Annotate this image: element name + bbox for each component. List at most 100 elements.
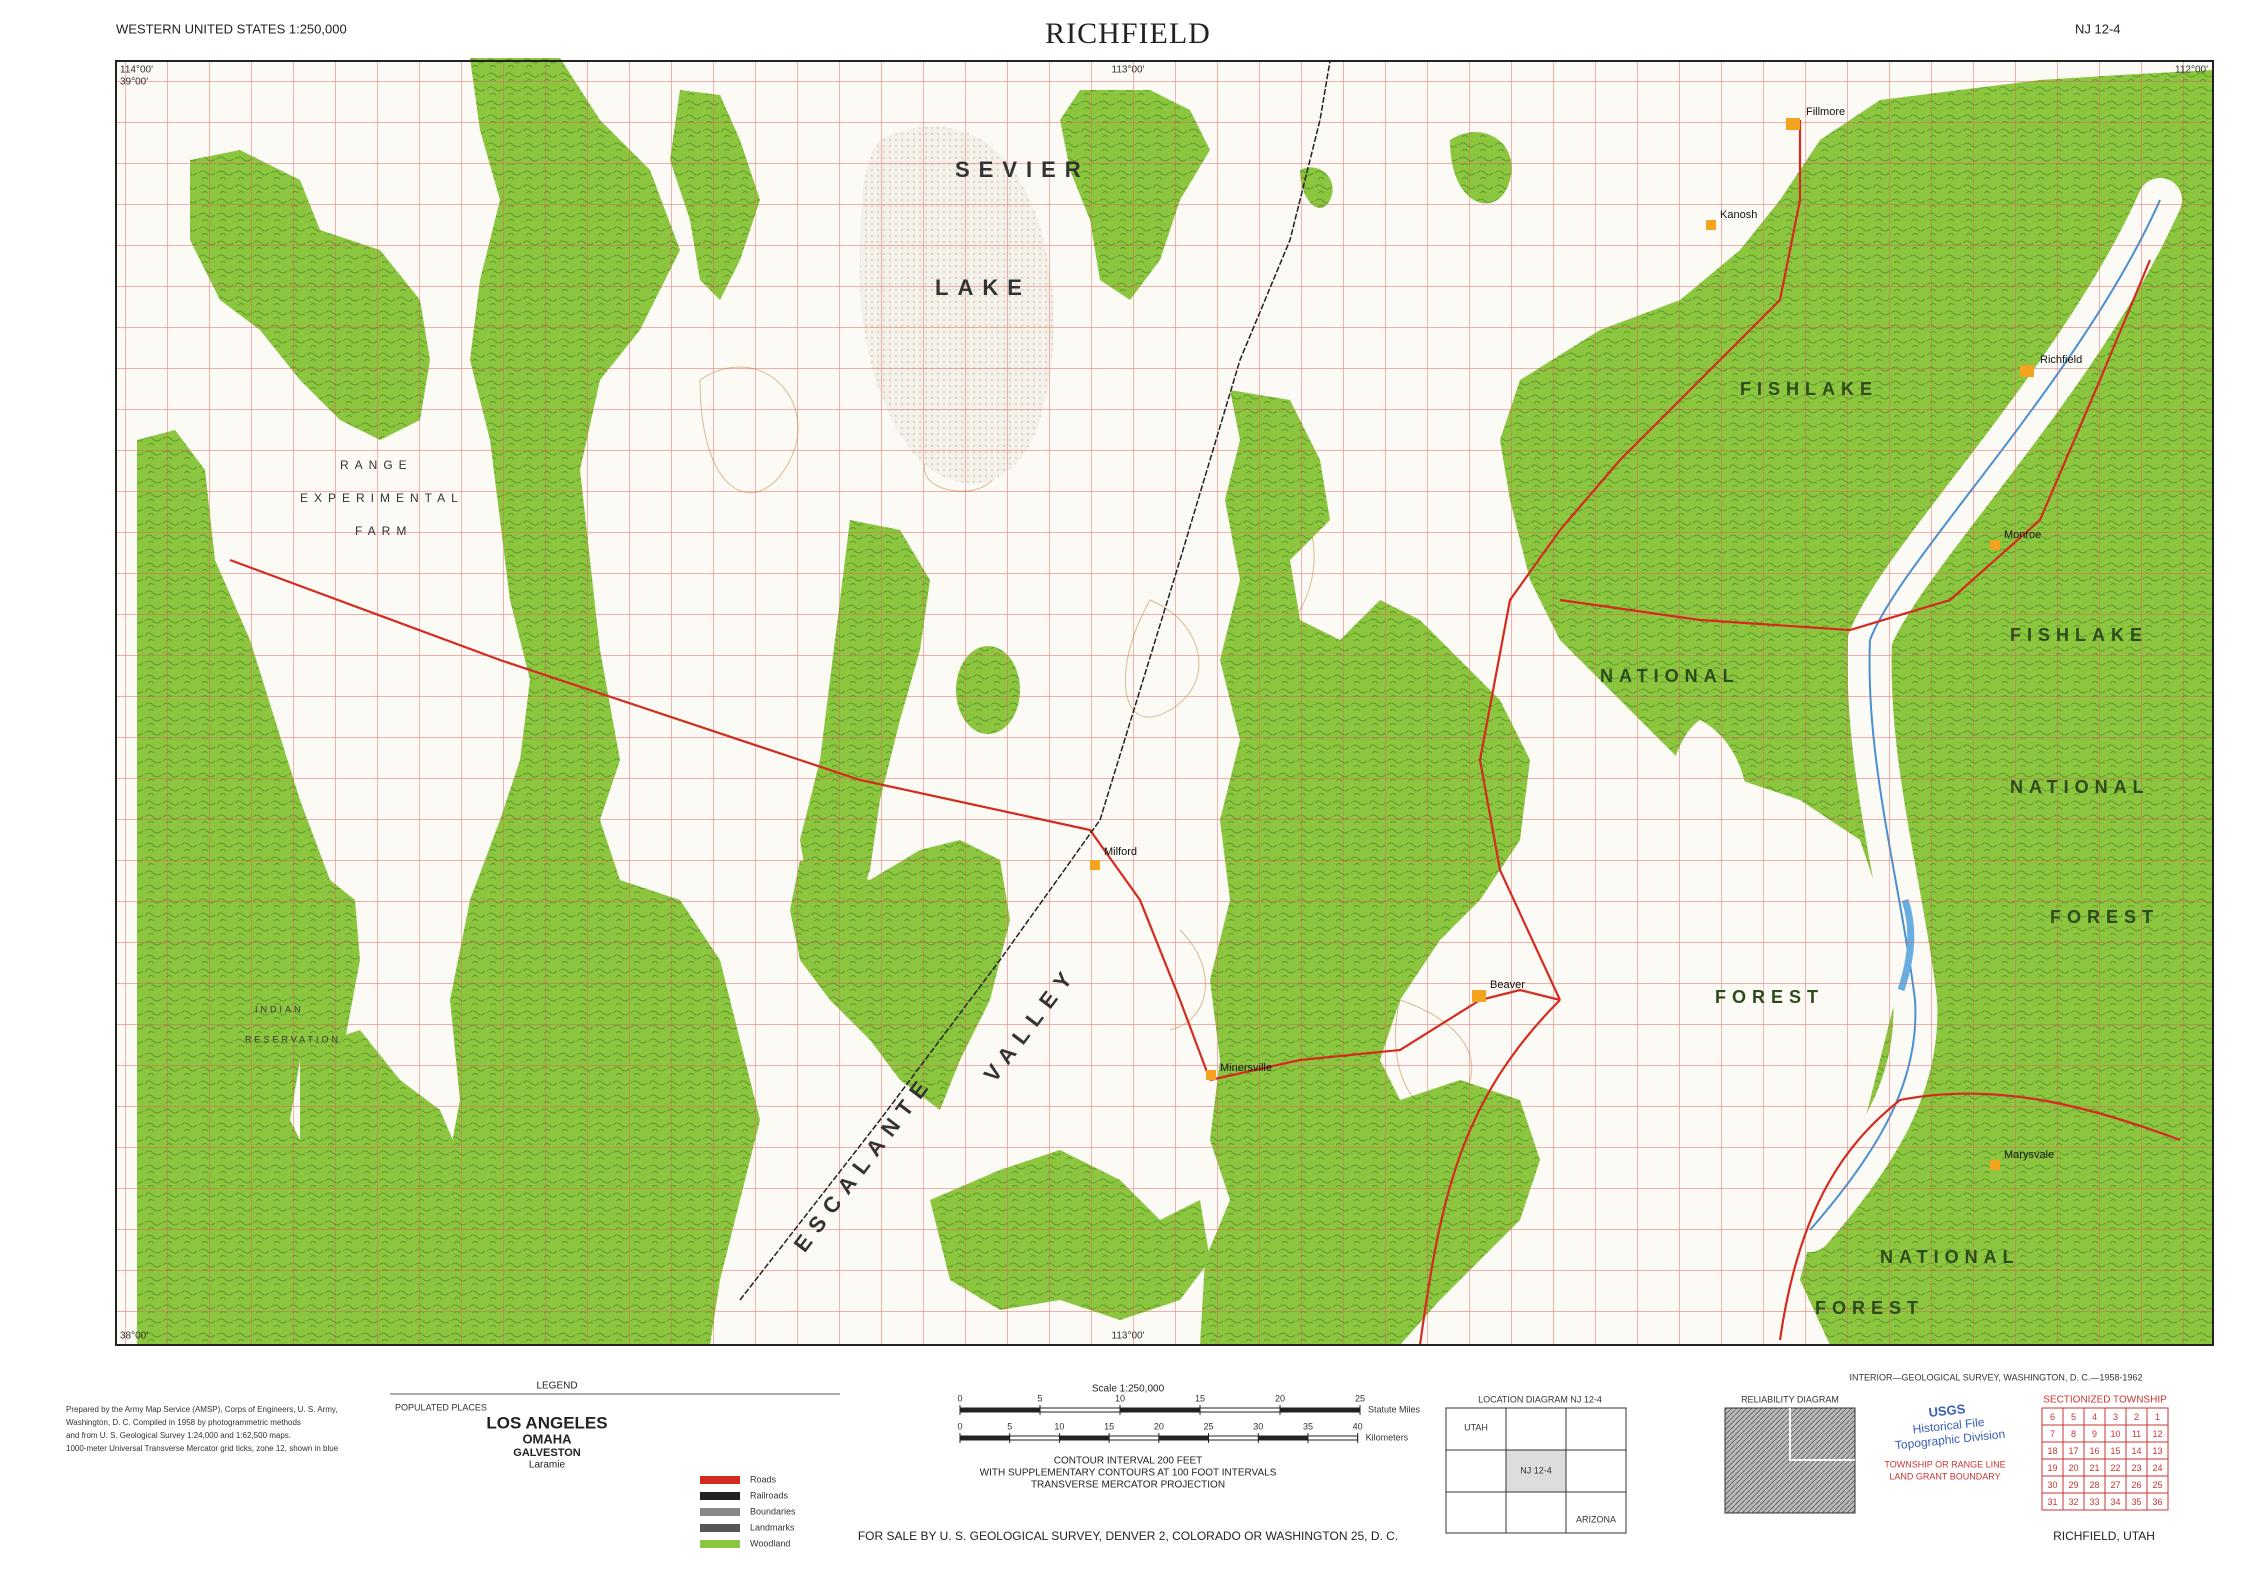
township-number: 5 [2071,1412,2076,1422]
legend-city: GALVESTON [513,1447,580,1459]
town-label: Monroe [2004,529,2041,541]
area-label: INDIAN [255,1004,304,1014]
town-area [1990,540,2000,550]
scale-segment [1158,1436,1209,1440]
forest-label: FISHLAKE [1740,379,1878,399]
township-number: 32 [2068,1497,2078,1507]
legend-city: OMAHA [522,1431,572,1446]
sheet-title: RICHFIELD [1045,17,1211,50]
scale-label: 25 [1355,1393,1365,1403]
scale-label: 25 [1204,1421,1214,1431]
scale-title: Scale 1:250,000 [1092,1384,1165,1395]
location-box [1445,1407,1627,1534]
road [1209,988,1561,1082]
legend-item: Railroads [750,1490,789,1500]
forest-label: NATIONAL [2010,777,2150,797]
township-number: 18 [2047,1446,2057,1456]
township-number: 34 [2110,1497,2120,1507]
township-number: 7 [2050,1429,2055,1439]
frame-longitude: 113°00' [1112,65,1145,76]
legend-item: Roads [750,1474,777,1484]
legend-items: Roads Railroads Boundaries Landmarks Woodlan… [700,1474,796,1548]
legend-swatch [700,1524,740,1532]
scale-label: 10 [1054,1421,1064,1431]
scale-segment [1059,1436,1110,1440]
township-number: 27 [2110,1480,2120,1490]
roads [229,120,2181,1346]
township-title: SECTIONIZED TOWNSHIP [2043,1395,2167,1406]
town-label: Fillmore [1806,106,1845,118]
scale-segment [1258,1436,1308,1440]
township-number: 29 [2068,1480,2078,1490]
legend-swatch [700,1540,740,1548]
scale-label: 20 [1154,1421,1164,1431]
frame-longitude: 112°00' [2175,65,2208,76]
town-area [1990,1160,2000,1170]
township-number: 23 [2131,1463,2141,1473]
scale-label: 0 [957,1393,962,1403]
forest-label: NATIONAL [1600,666,1740,686]
town-label: Kanosh [1720,209,1757,221]
map-frame [115,60,2214,1346]
stamp-text: USGS [1928,1401,1967,1420]
scale-label: 5 [1007,1421,1012,1431]
stamp: USGS Historical File Topographic Divisio… [1894,1401,2006,1452]
township-number: 1 [2155,1412,2160,1422]
area-label: EXPERIMENTAL [300,491,464,505]
location-diagram [1445,1407,1627,1534]
scale-segment [1280,1408,1360,1412]
scale-label: 40 [1353,1421,1363,1431]
scale-label: 10 [1115,1393,1125,1403]
reliability-division [1789,1408,1855,1461]
township-number: 22 [2110,1463,2120,1473]
location-sheet-label: NJ 12-4 [1520,1465,1552,1475]
lake-label: SEVIER [955,157,1090,182]
legend-swatch [700,1508,740,1516]
road [1778,1092,2181,1341]
legend-item: Boundaries [750,1506,796,1516]
scale-label: 20 [1275,1393,1285,1403]
scale-label: 5 [1037,1393,1042,1403]
scale-segment [960,1436,1010,1440]
township-number: 16 [2089,1446,2099,1456]
township-number: 35 [2131,1497,2141,1507]
boundary-note: LAND GRANT BOUNDARY [1889,1471,2000,1481]
town-area [1706,220,1716,230]
township-grid [116,61,2213,1345]
township-number: 2 [2134,1412,2139,1422]
scale-unit: Statute Miles [1368,1404,1421,1414]
township-number: 10 [2110,1429,2120,1439]
town-label: Marysvale [2004,1149,2054,1161]
contour-note: CONTOUR INTERVAL 200 FEET [1054,1456,1203,1467]
forest-label: FOREST [2050,907,2159,927]
township-number: 9 [2092,1429,2097,1439]
township-number: 36 [2152,1497,2162,1507]
boundary-note: TOWNSHIP OR RANGE LINE [1884,1459,2005,1469]
agency-note: INTERIOR—GEOLOGICAL SURVEY, WASHINGTON, … [1850,1372,2143,1382]
town-label: Minersville [1220,1062,1272,1074]
note-line: Prepared by the Army Map Service (AMSP),… [66,1405,338,1414]
township-cell [2146,1492,2169,1511]
scale-segment [1120,1408,1200,1412]
series-title: WESTERN UNITED STATES 1:250,000 [116,21,347,36]
scale-unit: Kilometers [1366,1432,1409,1442]
township-number: 12 [2152,1429,2162,1439]
road [1559,259,2152,632]
legend-city: Laramie [529,1460,566,1471]
town-area [1206,1070,1216,1080]
township-number: 33 [2089,1497,2099,1507]
area-label: RANGE [340,458,413,472]
township-number: 17 [2068,1446,2078,1456]
forest-label: FOREST [1815,1298,1924,1318]
legend-item: Landmarks [750,1522,795,1532]
township-number: 13 [2152,1446,2162,1456]
township-number: 26 [2131,1480,2141,1490]
location-state: ARIZONA [1576,1514,1616,1524]
town-label: Richfield [2040,354,2082,366]
note-line: 1000-meter Universal Transverse Mercator… [66,1444,339,1453]
scale-segment [960,1408,1040,1412]
contour-note: TRANSVERSE MERCATOR PROJECTION [1031,1480,1225,1491]
